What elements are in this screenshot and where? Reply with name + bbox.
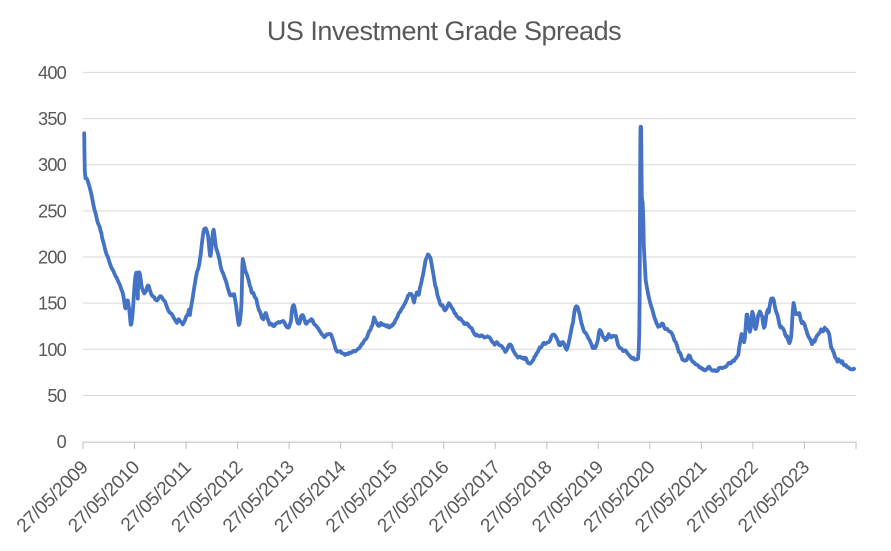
svg-text:300: 300 — [38, 155, 67, 175]
svg-text:0: 0 — [57, 432, 67, 452]
svg-text:50: 50 — [47, 386, 66, 406]
svg-text:250: 250 — [38, 201, 67, 221]
svg-text:100: 100 — [38, 340, 67, 360]
svg-text:350: 350 — [38, 109, 67, 129]
svg-text:US Investment Grade Spreads: US Investment Grade Spreads — [267, 16, 621, 46]
svg-text:150: 150 — [38, 294, 67, 314]
svg-text:400: 400 — [38, 63, 67, 83]
svg-text:200: 200 — [38, 248, 67, 268]
